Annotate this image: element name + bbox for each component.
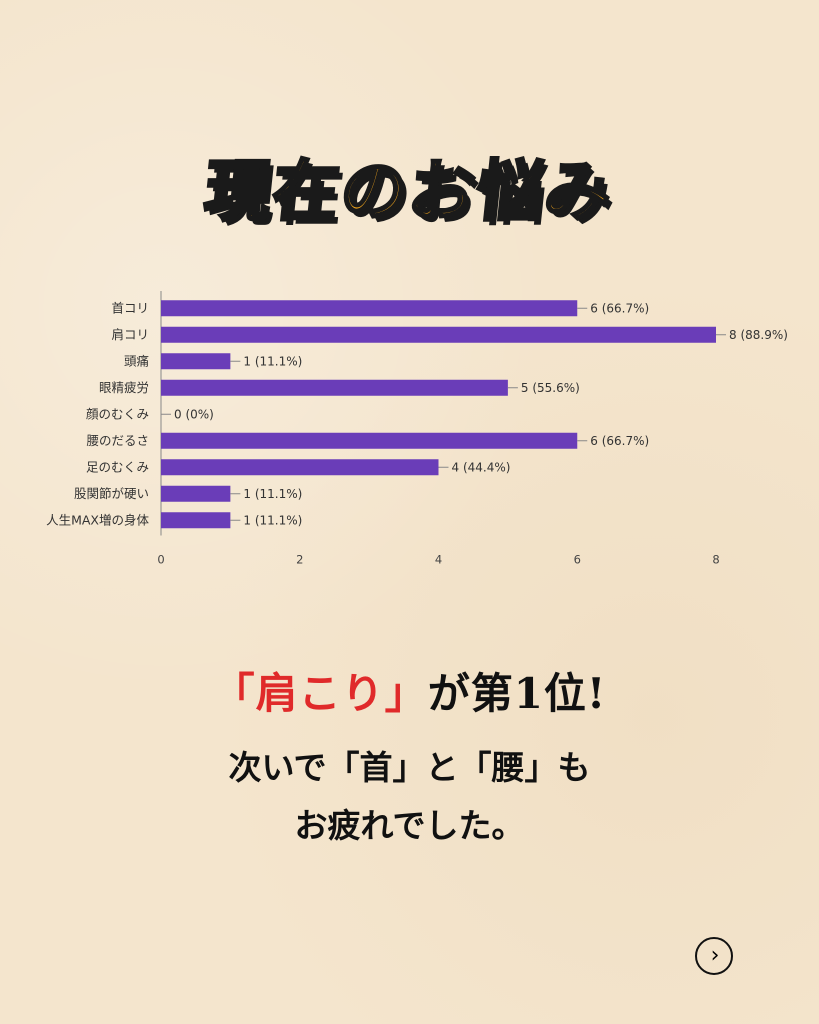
bar	[161, 379, 508, 396]
headline-quote-close: 」	[384, 669, 428, 718]
category-label: 足のむくみ	[86, 459, 149, 474]
subtext-line-2: お疲れでした。	[294, 806, 525, 845]
bar	[161, 432, 578, 449]
chevron-right-icon: ›	[710, 943, 720, 968]
page-title: 現在のお悩み	[199, 152, 618, 232]
data-label: 8 (88.9%)	[729, 328, 788, 342]
category-label: 股関節が硬い	[74, 486, 149, 501]
x-tick-label: 4	[435, 553, 442, 567]
data-label: 1 (11.1%)	[243, 487, 302, 501]
bar	[161, 512, 231, 529]
bar	[161, 485, 231, 502]
category-label: 顔のむくみ	[86, 406, 149, 421]
data-label: 6 (66.7%)	[590, 301, 649, 315]
headline-rest: が第1位!	[427, 669, 607, 718]
subtext-line-1: 次いで「首」と「腰」も	[228, 748, 591, 787]
bar	[161, 459, 439, 476]
headline-highlight: 肩こり	[255, 669, 385, 718]
x-tick-label: 2	[296, 553, 303, 567]
category-label: 眼精疲労	[99, 380, 149, 395]
bar	[161, 300, 578, 317]
data-label: 0 (0%)	[174, 407, 214, 421]
data-label: 5 (55.6%)	[521, 381, 580, 395]
bar-chart: 首コリ 6 (66.7%) 肩コリ 8 (88.9%) 頭痛 1 (11.1%) 眼精疲労 5…	[46, 291, 788, 567]
category-label: 腰のだるさ	[86, 433, 149, 448]
next-button[interactable]: ›	[695, 937, 733, 975]
subtext: 次いで「首」と「腰」も お疲れでした。	[0, 739, 819, 855]
bar	[161, 353, 231, 370]
data-label: 1 (11.1%)	[243, 513, 302, 527]
x-tick-label: 6	[574, 553, 581, 567]
x-tick-label: 0	[157, 553, 164, 567]
category-label: 頭痛	[124, 353, 149, 368]
data-label: 4 (44.4%)	[452, 460, 511, 474]
category-label: 肩コリ	[111, 327, 149, 342]
data-label: 6 (66.7%)	[590, 434, 649, 448]
bar	[161, 326, 716, 343]
headline: 「肩こり」が第1位!	[0, 660, 819, 721]
summary-message: 「肩こり」が第1位! 次いで「首」と「腰」も お疲れでした。	[0, 660, 819, 855]
data-label: 1 (11.1%)	[243, 354, 302, 368]
headline-quote-open: 「	[212, 669, 256, 718]
category-label: 首コリ	[111, 300, 149, 315]
category-label: 人生MAX増の身体	[46, 512, 149, 527]
x-tick-label: 8	[712, 553, 719, 567]
